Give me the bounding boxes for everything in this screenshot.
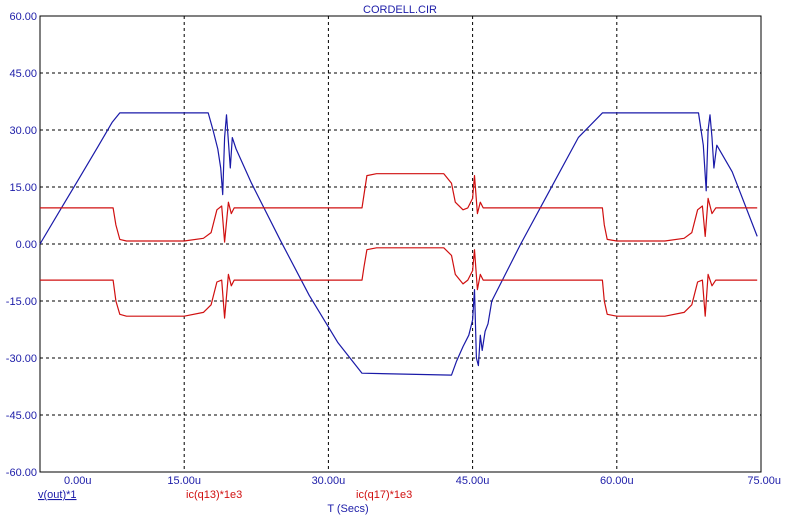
- x-tick-label: 75.00u: [747, 475, 781, 487]
- series-group: [39, 112, 758, 376]
- chart-title: CORDELL.CIR: [363, 4, 437, 16]
- y-tick-label: -45.00: [6, 410, 37, 422]
- x-tick-label: 15.00u: [167, 475, 201, 487]
- x-tick-label: 30.00u: [312, 475, 346, 487]
- y-tick-label: -60.00: [6, 467, 37, 479]
- x-tick-label: 45.00u: [456, 475, 490, 487]
- series-line: [40, 247, 758, 319]
- series-line: [39, 112, 758, 376]
- x-tick-label: 0.00u: [64, 475, 92, 487]
- series-line: [40, 173, 758, 243]
- legend-entry: ic(q17)*1e3: [356, 489, 412, 501]
- tick-labels: 60.00 45.00 30.00 15.00 0.00 -15.00 -30.00 -45.…: [6, 11, 781, 487]
- y-tick-label: -30.00: [6, 353, 37, 365]
- y-tick-label: 0.00: [16, 239, 37, 251]
- y-tick-label: 15.00: [9, 182, 37, 194]
- legend-entry: v(out)*1: [38, 489, 77, 501]
- y-tick-label: -15.00: [6, 296, 37, 308]
- y-tick-label: 45.00: [9, 68, 37, 80]
- x-tick-label: 60.00u: [600, 475, 634, 487]
- grid-lines: [40, 16, 761, 472]
- x-axis-label: T (Secs): [327, 503, 368, 515]
- y-tick-label: 30.00: [9, 125, 37, 137]
- y-tick-label: 60.00: [9, 11, 37, 23]
- legend: v(out)*1 ic(q13)*1e3 ic(q17)*1e3: [38, 489, 412, 501]
- legend-entry: ic(q13)*1e3: [186, 489, 242, 501]
